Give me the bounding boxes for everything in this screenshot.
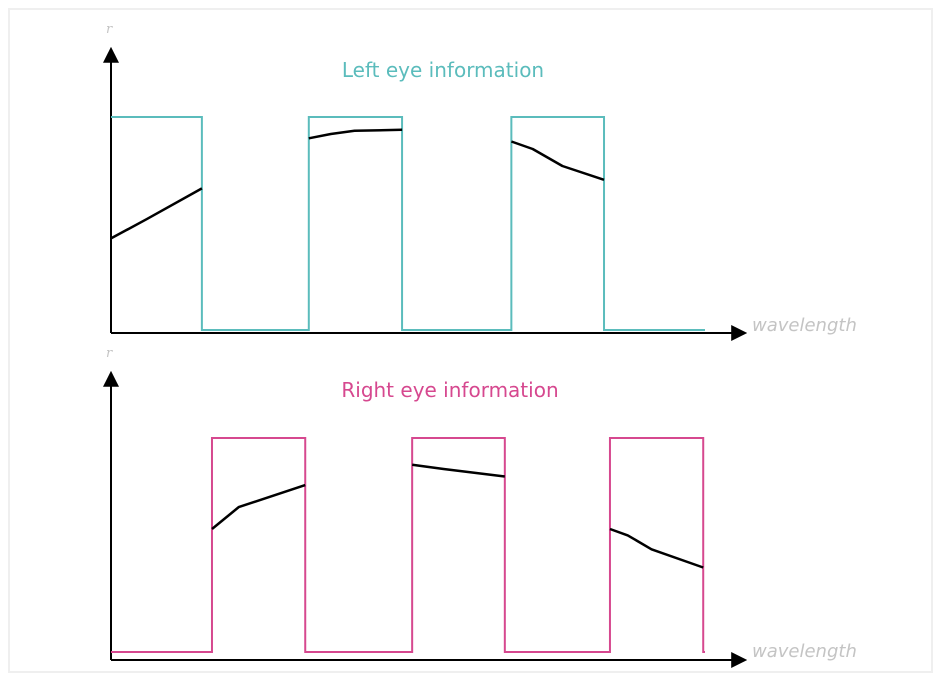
left-eye-title: Left eye information [342,58,544,82]
right-spectrum-curve-3 [609,527,704,569]
left-passband-filter [111,116,705,331]
figure-frame [8,8,933,673]
left-x-axis-label: wavelength [752,315,857,336]
left-spectrum-curves [110,128,605,240]
left-spectrum-curve-3 [510,140,605,181]
right-passband-filter [111,437,705,653]
left-spectrum-curve-2 [308,128,403,140]
right-eye-panel: r wavelength Right eye information [103,346,857,668]
right-spectrum-curve-1 [211,483,306,530]
right-spectrum-curve-2 [412,463,505,478]
right-eye-title: Right eye information [341,378,558,402]
left-y-axis-symbol: r [106,22,113,37]
right-x-axis-label: wavelength [752,641,857,662]
left-eye-panel: r wavelength Left eye information [103,22,857,341]
left-spectrum-curve-1 [110,187,203,240]
right-spectrum-curves [211,463,704,569]
right-y-axis-symbol: r [106,346,113,361]
